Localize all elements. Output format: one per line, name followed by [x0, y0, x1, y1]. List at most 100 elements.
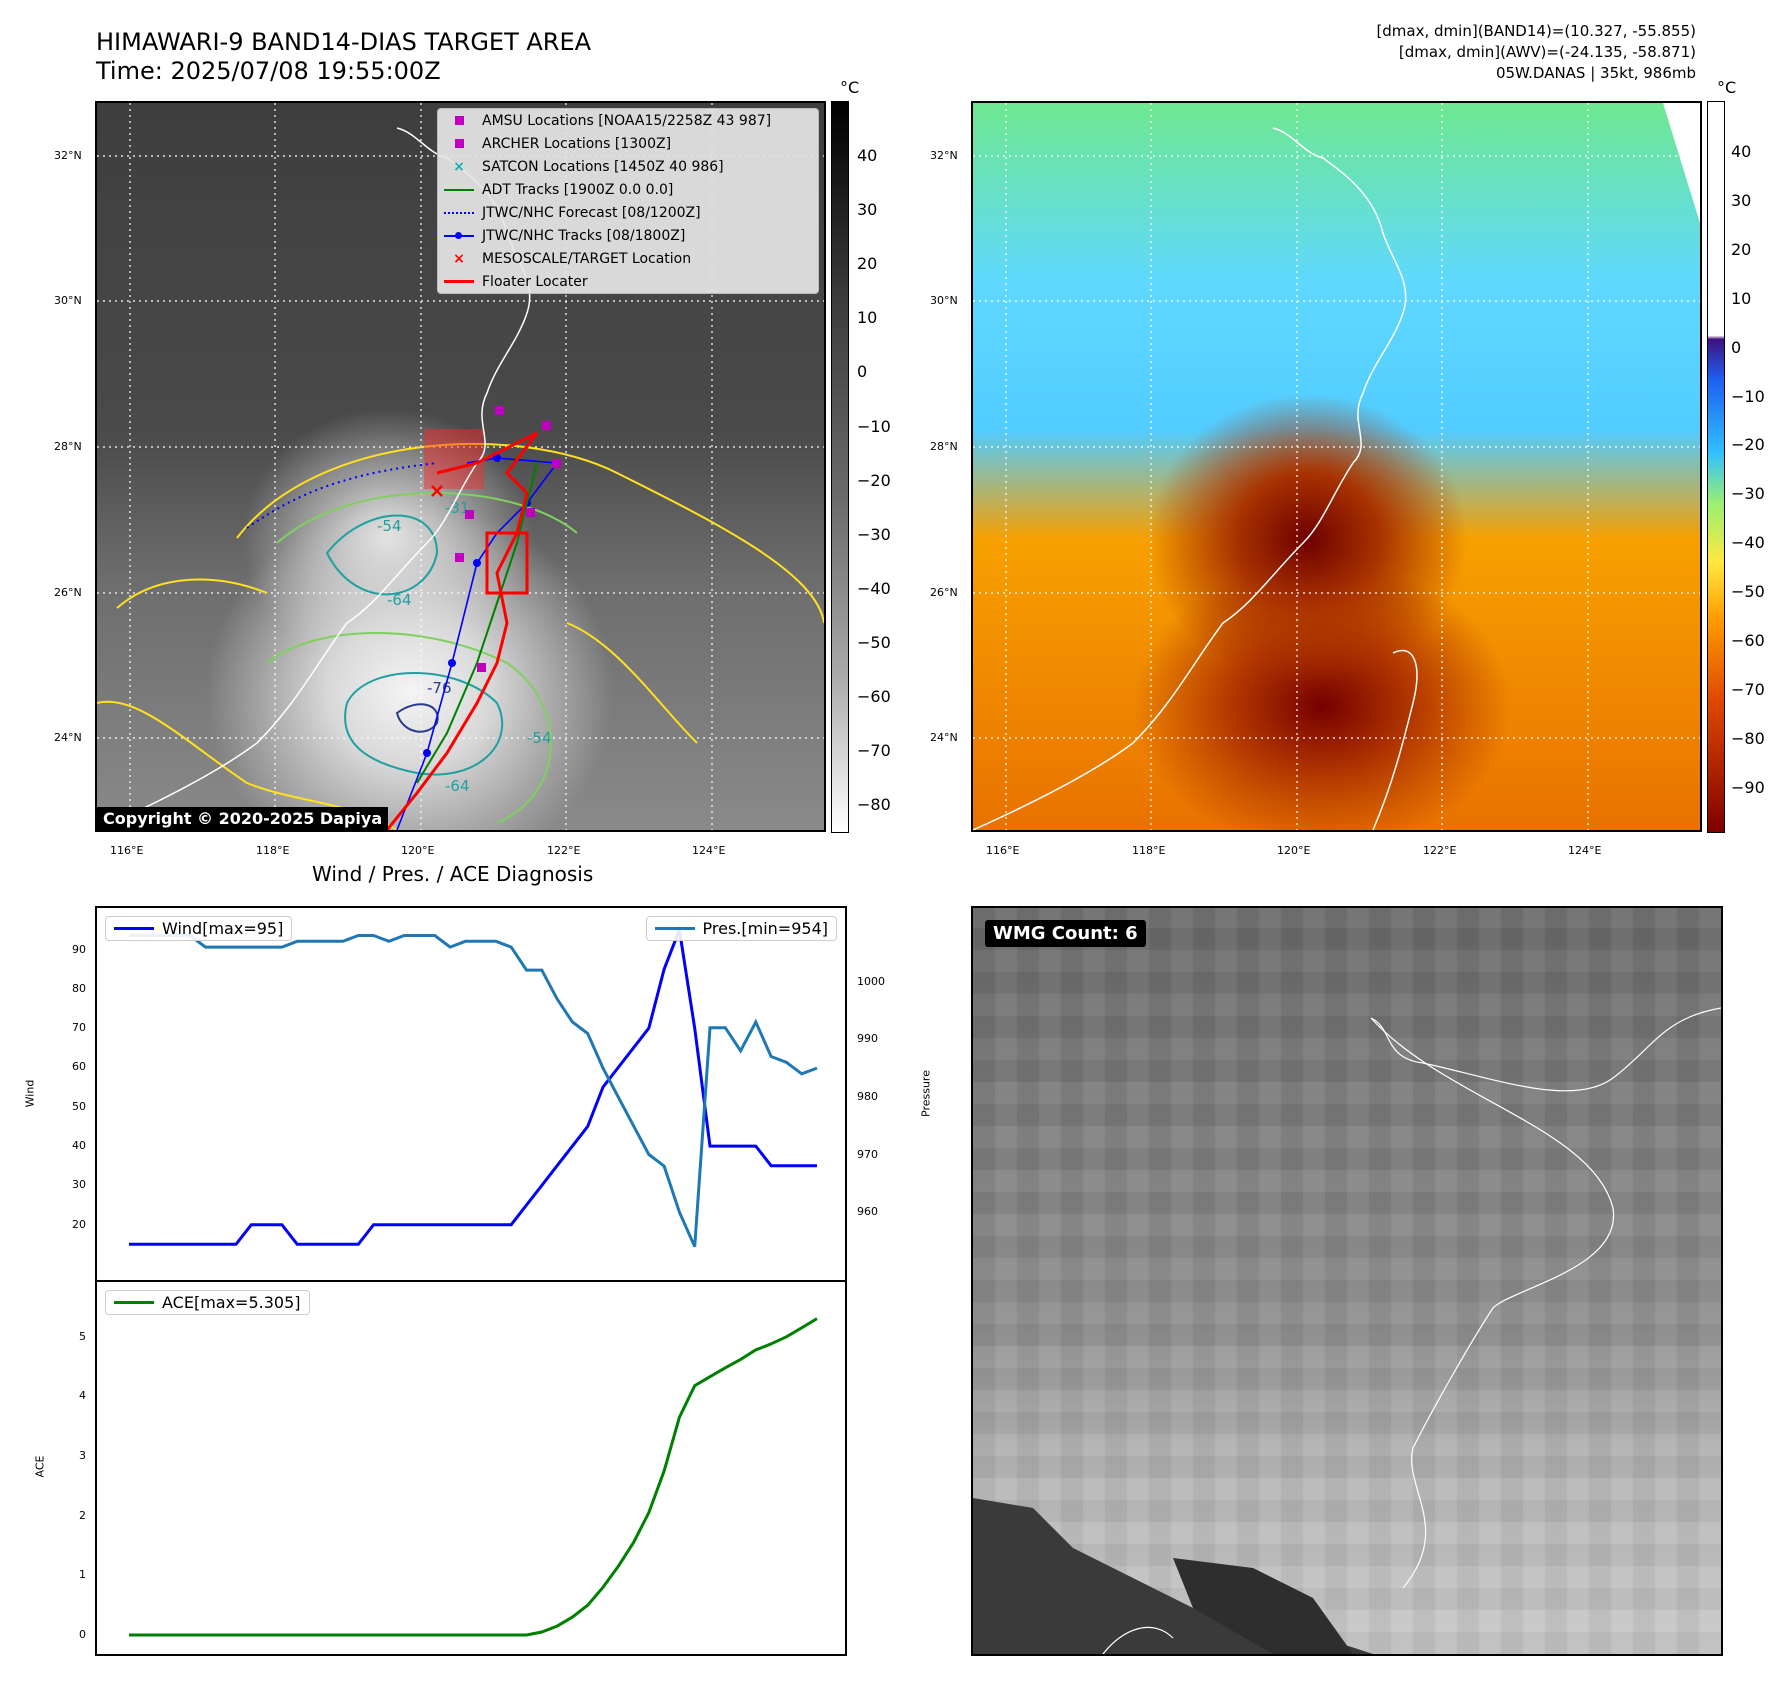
wind-axis-label: Wind — [23, 1079, 37, 1108]
svg-text:-54: -54 — [377, 517, 402, 535]
lon-tick-116: 116°E — [110, 844, 144, 857]
wmg-overlay — [973, 1007, 1721, 1654]
colorbar-right — [1707, 101, 1725, 833]
colorbar-left-tick: −70 — [857, 741, 891, 761]
ace-axis-label: ACE — [33, 1455, 47, 1478]
colorbar-right-tick: 10 — [1731, 288, 1752, 308]
colorbar-left-tick: −60 — [857, 687, 891, 706]
svg-text:-31: -31 — [445, 499, 470, 517]
colorbar-left-tick: −10 — [857, 416, 891, 436]
colorbar-right-unit: °C — [1717, 78, 1737, 97]
pres-axis-tick: 970 — [857, 1147, 878, 1161]
pres-axis-tick: 1000 — [857, 974, 885, 988]
colorbar-left — [831, 101, 849, 833]
svg-text:-76: -76 — [427, 679, 452, 697]
colorbar-left-tick: 30 — [857, 200, 878, 220]
svg-text:-54: -54 — [527, 729, 552, 747]
info-awv: [dmax, dmin](AWV)=(-24.135, -58.871) — [1398, 43, 1696, 61]
figure-time: Time: 2025/07/08 19:55:00Z — [96, 57, 441, 85]
ace-axis-tick: 4 — [79, 1389, 86, 1403]
legend-satcon: × SATCON Locations [1450Z 40 986] — [453, 158, 724, 175]
lat-tick-26: 26°N — [54, 586, 82, 599]
legend-archer: ARCHER Locations [1300Z] — [438, 132, 818, 155]
legend-amsu: AMSU Locations [NOAA15/2258Z 43 987] — [438, 109, 818, 132]
colorbar-right-tick: −30 — [1731, 484, 1765, 504]
colorbar-right-tick: −90 — [1731, 777, 1765, 797]
colorbar-right-tick: 20 — [1731, 239, 1752, 259]
legend-floater: Floater Locater — [438, 270, 818, 293]
colorbar-right-tick: 0 — [1731, 337, 1742, 357]
lat-tick-32: 32°N — [54, 149, 82, 162]
ace-axis-tick: 1 — [79, 1568, 86, 1582]
colorbar-right-tick: 40 — [1731, 142, 1752, 161]
awv-lon-tick-118: 118°E — [1132, 844, 1166, 857]
colorbar-right-tick: −10 — [1731, 386, 1765, 406]
wind-legend: Wind[max=95] — [105, 916, 293, 941]
ace-axis-tick: 5 — [79, 1329, 86, 1343]
legend-adt: ADT Tracks [1900Z 0.0 0.0] — [438, 178, 818, 201]
map-legend: AMSU Locations [NOAA15/2258Z 43 987] ARC… — [437, 108, 819, 294]
svg-text:-64: -64 — [445, 777, 470, 795]
wind-axis-tick: 20 — [72, 1217, 86, 1231]
awv-lon-tick-120: 120°E — [1277, 844, 1311, 857]
lon-tick-124: 124°E — [692, 844, 726, 857]
wmg-panel: WMG Count: 6 — [971, 906, 1723, 1656]
colorbar-right-tick: −70 — [1731, 679, 1765, 699]
colorbar-right-tick: −80 — [1731, 728, 1765, 748]
legend-target: × MESOSCALE/TARGET Location — [453, 250, 692, 267]
ace-series-line — [129, 1317, 818, 1637]
awv-lat-tick-30: 30°N — [930, 294, 958, 307]
pres-axis-label: Pressure — [919, 1070, 933, 1117]
colorbar-left-tick: −30 — [857, 524, 891, 544]
colorbar-left-tick: 10 — [857, 308, 878, 328]
colorbar-right-tick: −60 — [1731, 631, 1765, 650]
awv-lat-tick-32: 32°N — [930, 149, 958, 162]
colorbar-left-tick: 40 — [857, 146, 878, 165]
colorbar-left-tick: −40 — [857, 578, 891, 598]
awv-map-overlay — [973, 103, 1700, 830]
colorbar-left-tick: 20 — [857, 254, 878, 274]
pressure-series-line — [129, 934, 818, 1248]
info-storm: 05W.DANAS | 35kt, 986mb — [1495, 64, 1696, 82]
lat-tick-28: 28°N — [54, 440, 82, 453]
ace-axis-tick: 3 — [79, 1449, 86, 1463]
wind-series-line — [129, 924, 817, 1246]
pres-axis-tick: 960 — [857, 1205, 878, 1219]
colorbar-right-tick: −20 — [1731, 435, 1765, 455]
colorbar-right-tick: −40 — [1731, 533, 1765, 553]
figure-title: HIMAWARI-9 BAND14-DIAS TARGET AREA — [96, 28, 592, 56]
colorbar-left-tick: −20 — [857, 470, 891, 490]
wind-legend-line — [114, 927, 154, 930]
svg-text:-64: -64 — [387, 591, 412, 609]
wind-pres-plot: Wind[max=95] Pres.[min=954] — [95, 906, 847, 1282]
ir-map-panel: -54 -64 -76 -54 -64 -31 — [95, 101, 826, 832]
awv-lat-tick-28: 28°N — [930, 440, 958, 453]
ace-svg — [129, 1317, 818, 1637]
awv-map-panel — [971, 101, 1702, 832]
colorbar-right-tick: −50 — [1731, 582, 1765, 602]
colorbar-left-unit: °C — [840, 78, 860, 97]
diagnosis-title: Wind / Pres. / ACE Diagnosis — [312, 862, 594, 886]
lon-tick-118: 118°E — [256, 844, 290, 857]
ace-axis-tick: 0 — [79, 1628, 86, 1642]
wind-axis-tick: 60 — [72, 1060, 86, 1074]
awv-lon-tick-116: 116°E — [986, 844, 1020, 857]
pres-axis-tick: 980 — [857, 1089, 878, 1103]
ir-map-overlay: -54 -64 -76 -54 -64 -31 — [97, 103, 824, 830]
colorbar-right-tick: 30 — [1731, 190, 1752, 210]
wind-axis-tick: 40 — [72, 1139, 86, 1153]
pres-legend-line — [654, 927, 695, 930]
pres-legend: Pres.[min=954] — [645, 916, 837, 941]
legend-jtwc-tracks: JTWC/NHC Tracks [08/1800Z] — [438, 224, 818, 247]
wind-axis-tick: 70 — [72, 1021, 86, 1035]
pres-axis-tick: 990 — [857, 1032, 878, 1046]
ace-axis-tick: 2 — [79, 1508, 86, 1522]
lon-tick-120: 120°E — [401, 844, 435, 857]
wind-axis-tick: 80 — [72, 981, 86, 995]
lon-tick-122: 122°E — [547, 844, 581, 857]
legend-jtwc-forecast: JTWC/NHC Forecast [08/1200Z] — [438, 201, 818, 224]
wind-axis-tick: 50 — [72, 1099, 86, 1113]
ace-legend: ACE[max=5.305] — [105, 1290, 310, 1315]
awv-lon-tick-124: 124°E — [1568, 844, 1602, 857]
lat-tick-30: 30°N — [54, 294, 82, 307]
